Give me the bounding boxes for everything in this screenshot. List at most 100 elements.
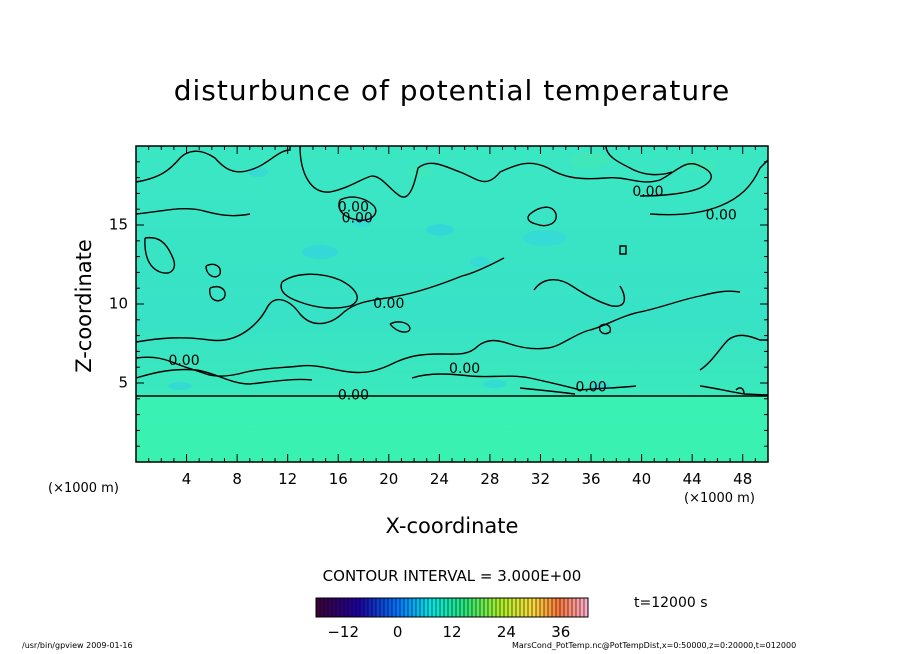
colorbar-cell [368,598,373,617]
contour-line [649,159,769,216]
x-tick-label: 12 [278,470,297,488]
colorbar-cell [436,598,441,617]
colorbar-cell [432,598,437,617]
contour-lines [135,145,769,397]
contour-line [411,373,637,391]
colorbar-cell [424,598,429,617]
colorbar-cell [484,598,489,617]
colorbar-cell [556,598,561,617]
color-patch [684,159,716,171]
colorbar-cell [348,598,353,617]
contour-label: 0.00 [632,184,663,200]
colorbar-cell [524,598,529,617]
colorbar-cell [328,598,333,617]
colorbar-cell [448,598,453,617]
contour-label: 0.00 [168,353,199,369]
colorbar-tick-label: 0 [393,623,403,641]
color-patches [168,152,716,390]
colorbar-cell [564,598,569,617]
contour-line [135,207,251,217]
colorbar-cell [540,598,545,617]
contour-label: 0.00 [449,361,480,377]
color-patch [168,382,192,390]
contour-line [135,368,313,385]
colorbar-cell [508,598,513,617]
colorbar-cell [340,598,345,617]
colorbar-cell [376,598,381,617]
colorbar: −12 0 12 24 36 [315,597,589,641]
contour-line [209,286,226,302]
color-patch [570,152,610,168]
footer-right: MarsCond_PotTemp.nc@PotTempDist,x=0:5000… [512,641,797,650]
color-patch [248,167,268,177]
colorbar-cell [392,598,397,617]
colorbar-cell [480,598,485,617]
contour-line [598,323,612,335]
colorbar-cell [336,598,341,617]
colorbar-cell [452,598,457,617]
x-tick-label: 48 [733,470,752,488]
colorbar-cell [420,598,425,617]
colorbar-cell [356,598,361,617]
contour-labels: 0.000.000.000.000.000.00 0.000.000.00 [168,184,736,404]
contour-line [605,145,673,176]
colorbar-cell [384,598,389,617]
colorbar-cell [576,598,581,617]
x-tick-label: 16 [329,470,348,488]
contour-label: 0.00 [706,208,737,224]
colorbar-cell [468,598,473,617]
contour-label: 0.00 [575,380,606,396]
colorbar-cell [528,598,533,617]
colorbar-cell [380,598,385,617]
colorbar-cell [584,598,589,617]
colorbar-cell [476,598,481,617]
lower-layer-fill [136,396,768,462]
contour-line [735,387,745,395]
contour-line [135,257,505,343]
contour-line [135,146,291,183]
x-unit-label-right: (×1000 m) [684,491,755,506]
y-tick-label: 15 [109,216,128,234]
colorbar-cell [388,598,393,617]
colorbar-cell [352,598,357,617]
colorbar-cell [504,598,509,617]
color-patch [406,167,434,177]
colorbar-cell [364,598,369,617]
colorbar-tick-label: 24 [497,623,516,641]
colorbar-cell [360,598,365,617]
colorbar-cell [332,598,337,617]
x-axis-label: X-coordinate [385,514,519,538]
colorbar-cell [548,598,553,617]
x-tick-label: 24 [430,470,449,488]
x-tick-label: 40 [632,470,651,488]
colorbar-tick-label: −12 [327,623,359,641]
colorbar-cell [552,598,557,617]
y-axis-ticks: 5 10 15 [109,145,768,463]
contour-label: 0.00 [373,296,404,312]
contour-line [205,263,221,278]
colorbar-cell [460,598,465,617]
colorbar-cell [532,598,537,617]
colorbar-cell [496,598,501,617]
colorbar-cell [580,598,585,617]
x-unit-label-left: (×1000 m) [48,481,119,496]
contour-label: 0.00 [338,388,369,404]
colorbar-cell [416,598,421,617]
colorbar-cell [520,598,525,617]
colorbar-cell [512,598,517,617]
color-patch [483,380,507,388]
colorbar-cell [560,598,565,617]
colorbar-cell [412,598,417,617]
colorbar-cell [344,598,349,617]
colorbar-cell [440,598,445,617]
color-patch [302,245,338,259]
colorbar-cell [320,598,325,617]
contour-line [699,334,768,371]
colorbar-cell [488,598,493,617]
footer-left: /usr/bin/gpview 2009-01-16 [22,641,133,650]
colorbar-tick-label: 12 [442,623,461,641]
contour-label: 0.00 [338,200,369,216]
x-tick-label: 32 [531,470,550,488]
colorbar-cell [444,598,449,617]
y-tick-label: 10 [109,295,128,313]
